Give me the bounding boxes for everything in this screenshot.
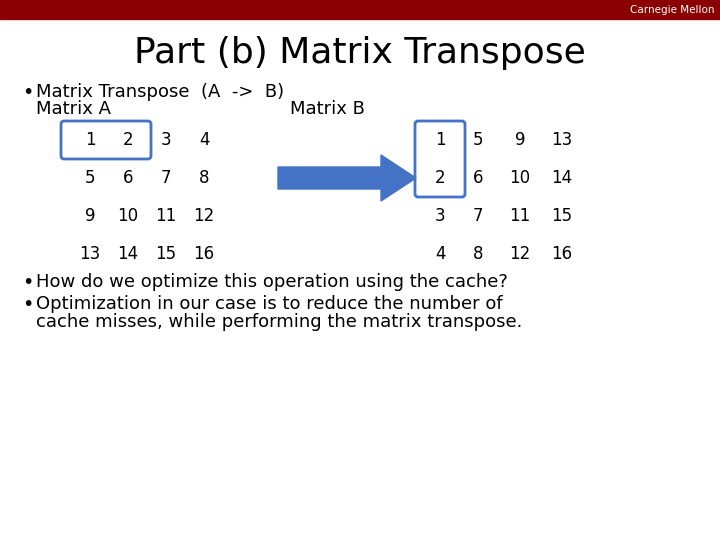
- Text: 13: 13: [552, 131, 572, 149]
- Text: 3: 3: [161, 131, 171, 149]
- Text: 3: 3: [435, 207, 445, 225]
- Text: cache misses, while performing the matrix transpose.: cache misses, while performing the matri…: [36, 313, 523, 331]
- Text: 15: 15: [156, 245, 176, 263]
- Text: 14: 14: [552, 169, 572, 187]
- Text: 5: 5: [473, 131, 483, 149]
- Text: Carnegie Mellon: Carnegie Mellon: [629, 5, 714, 15]
- Text: 12: 12: [194, 207, 215, 225]
- Text: 13: 13: [79, 245, 101, 263]
- Text: 4: 4: [435, 245, 445, 263]
- Bar: [0, 0, 720, 19]
- Text: 7: 7: [473, 207, 483, 225]
- Text: 6: 6: [122, 169, 133, 187]
- Text: 8: 8: [199, 169, 210, 187]
- Text: 2: 2: [435, 169, 445, 187]
- Text: 5: 5: [85, 169, 95, 187]
- Text: Matrix A: Matrix A: [36, 100, 111, 118]
- Text: 10: 10: [510, 169, 531, 187]
- Text: 14: 14: [117, 245, 138, 263]
- Text: 11: 11: [156, 207, 176, 225]
- Text: 6: 6: [473, 169, 483, 187]
- FancyArrow shape: [278, 155, 416, 201]
- Text: 15: 15: [552, 207, 572, 225]
- Text: Part (b) Matrix Transpose: Part (b) Matrix Transpose: [134, 36, 586, 70]
- Text: 16: 16: [552, 245, 572, 263]
- Text: 10: 10: [117, 207, 138, 225]
- Text: Matrix B: Matrix B: [290, 100, 365, 118]
- Text: •: •: [22, 294, 33, 314]
- Text: 8: 8: [473, 245, 483, 263]
- Text: 1: 1: [435, 131, 445, 149]
- Text: 4: 4: [199, 131, 210, 149]
- Text: 12: 12: [509, 245, 531, 263]
- Text: Optimization in our case is to reduce the number of: Optimization in our case is to reduce th…: [36, 295, 503, 313]
- Text: 9: 9: [85, 207, 95, 225]
- Text: How do we optimize this operation using the cache?: How do we optimize this operation using …: [36, 273, 508, 291]
- Text: Matrix Transpose  (A  ->  B): Matrix Transpose (A -> B): [36, 83, 284, 101]
- Text: 2: 2: [122, 131, 133, 149]
- Text: •: •: [22, 83, 33, 102]
- Text: 1: 1: [85, 131, 95, 149]
- Text: •: •: [22, 273, 33, 292]
- Text: 9: 9: [515, 131, 526, 149]
- Text: 7: 7: [161, 169, 171, 187]
- Text: 16: 16: [194, 245, 215, 263]
- Text: 11: 11: [509, 207, 531, 225]
